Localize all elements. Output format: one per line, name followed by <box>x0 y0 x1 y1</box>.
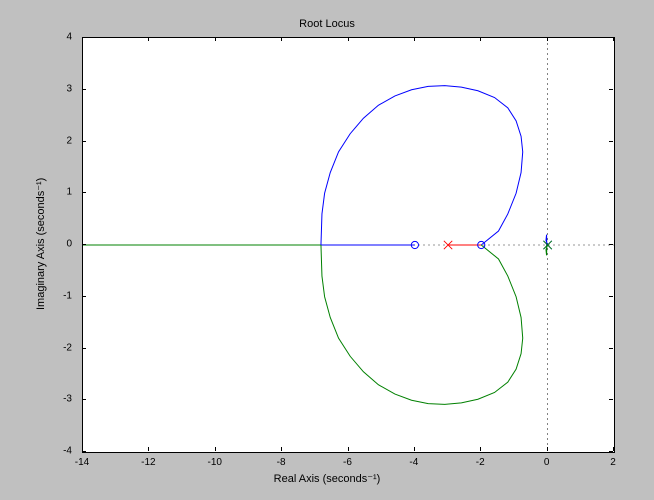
y-tick-label: 2 <box>52 135 72 146</box>
y-axis-label: Imaginary Axis (seconds⁻¹) <box>34 178 47 310</box>
chart-title: Root Locus <box>0 18 654 30</box>
y-tick-label: 4 <box>52 32 72 43</box>
y-tick <box>609 141 613 142</box>
y-tick-label: -2 <box>52 342 72 353</box>
x-tick-label: -14 <box>75 457 89 468</box>
y-tick <box>609 399 613 400</box>
x-tick <box>215 37 216 41</box>
plot-area <box>82 37 615 453</box>
y-tick <box>609 244 613 245</box>
x-tick <box>547 447 548 451</box>
x-tick-label: -6 <box>343 457 352 468</box>
x-tick-label: -2 <box>476 457 485 468</box>
y-tick <box>609 37 613 38</box>
x-tick <box>148 37 149 41</box>
y-tick <box>609 296 613 297</box>
x-tick-label: -8 <box>277 457 286 468</box>
x-axis-label: Real Axis (seconds⁻¹) <box>0 472 654 485</box>
x-tick <box>281 447 282 451</box>
y-tick-label: -4 <box>52 446 72 457</box>
locus-blue-upper <box>321 86 523 245</box>
x-tick <box>547 37 548 41</box>
plot-svg <box>83 38 614 452</box>
y-tick-label: -3 <box>52 394 72 405</box>
y-tick <box>82 451 86 452</box>
y-tick-label: -1 <box>52 290 72 301</box>
x-tick-label: 2 <box>610 457 616 468</box>
x-tick <box>148 447 149 451</box>
x-tick-label: -4 <box>409 457 418 468</box>
x-tick <box>480 37 481 41</box>
y-tick <box>82 399 86 400</box>
x-tick-label: -10 <box>208 457 222 468</box>
y-tick-label: 3 <box>52 83 72 94</box>
x-tick <box>281 37 282 41</box>
x-tick <box>613 37 614 41</box>
y-tick <box>609 192 613 193</box>
x-tick <box>414 37 415 41</box>
y-tick <box>82 89 86 90</box>
y-tick <box>609 348 613 349</box>
y-tick <box>82 244 86 245</box>
x-tick-label: 0 <box>544 457 550 468</box>
y-tick <box>82 141 86 142</box>
x-tick <box>348 447 349 451</box>
y-tick-label: 1 <box>52 187 72 198</box>
y-tick <box>82 192 86 193</box>
x-tick <box>348 37 349 41</box>
y-tick <box>82 348 86 349</box>
x-tick-label: -12 <box>141 457 155 468</box>
y-tick <box>82 37 86 38</box>
x-tick <box>414 447 415 451</box>
y-tick-label: 0 <box>52 239 72 250</box>
x-tick <box>215 447 216 451</box>
x-tick <box>480 447 481 451</box>
x-tick <box>613 447 614 451</box>
locus-green-lower <box>321 245 523 404</box>
y-tick <box>82 296 86 297</box>
y-tick <box>609 451 613 452</box>
y-tick <box>609 89 613 90</box>
figure: Root Locus Real Axis (seconds⁻¹) Imagina… <box>0 0 654 500</box>
